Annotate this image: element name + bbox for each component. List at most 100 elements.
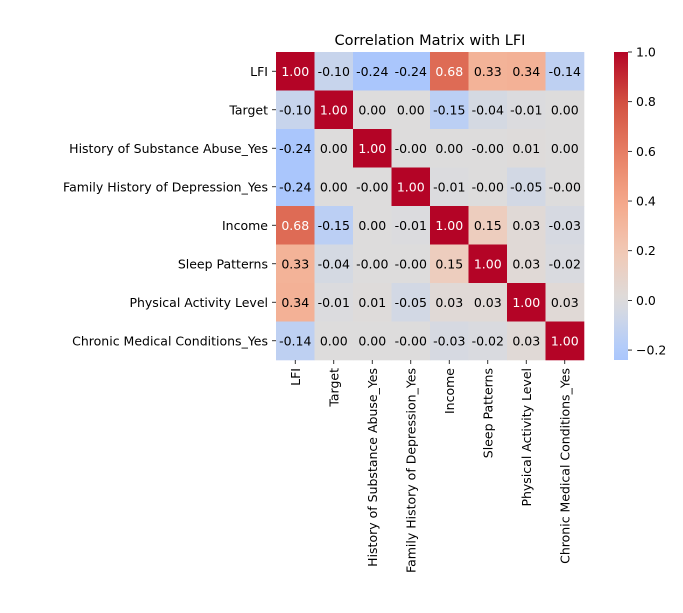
heatmap-cell (545, 52, 585, 91)
y-tick-label: History of Substance Abuse_Yes (69, 141, 268, 156)
cell-value-label: -0.00 (549, 179, 581, 194)
x-tick-label: Physical Activity Level (519, 368, 534, 507)
cell-value-label: -0.00 (395, 256, 427, 271)
cell-value-label: 0.03 (512, 256, 540, 271)
cell-value-label: 0.00 (551, 102, 579, 117)
colorbar-tick-label: 0.6 (636, 144, 656, 159)
cell-value-label: 0.03 (512, 333, 540, 348)
heatmap-cell (545, 321, 585, 361)
cell-value-label: 0.03 (474, 295, 502, 310)
x-tick-label: LFI (288, 368, 303, 386)
heatmap-cell (507, 52, 546, 91)
cell-value-label: 0.68 (435, 64, 463, 79)
cell-value-label: -0.01 (433, 179, 465, 194)
cell-value-label: 0.34 (512, 64, 540, 79)
heatmap-cell (391, 206, 431, 245)
heatmap-cell (353, 90, 392, 130)
cell-value-label: 1.00 (397, 179, 425, 194)
y-tick-label: Physical Activity Level (129, 295, 268, 310)
cell-value-label: -0.00 (395, 141, 427, 156)
heatmap-cell (430, 321, 469, 361)
cell-value-label: -0.04 (318, 256, 350, 271)
x-tick-label: Chronic Medical Conditions_Yes (557, 368, 572, 564)
heatmap-cell (353, 129, 392, 168)
cell-value-label: -0.24 (279, 141, 311, 156)
heatmap-cell (276, 167, 315, 207)
cell-value-label: -0.03 (549, 218, 581, 233)
cell-value-label: 0.03 (512, 218, 540, 233)
cell-value-label: -0.14 (549, 64, 581, 79)
cell-value-label: 0.00 (358, 218, 386, 233)
heatmap-cell (430, 206, 469, 245)
heatmap-cell (468, 90, 508, 130)
heatmap-cell (314, 90, 354, 130)
heatmap-cell (276, 321, 315, 361)
heatmap-cell (353, 206, 392, 245)
cell-value-label: 0.00 (320, 333, 348, 348)
heatmap-cell (545, 206, 585, 245)
heatmap-cell (430, 244, 469, 284)
cell-value-label: -0.04 (472, 102, 504, 117)
cell-value-label: 0.15 (474, 218, 502, 233)
heatmap-cell (391, 244, 431, 284)
heatmap-cell (507, 321, 546, 361)
x-tick-label: Sleep Patterns (480, 368, 495, 458)
heatmap-cell (276, 206, 315, 245)
heatmap-cell (468, 321, 508, 361)
y-axis-ticks: LFI Target History of Substance Abuse_Yes F… (63, 64, 276, 348)
heatmap-cells (276, 52, 585, 361)
heatmap-cell (314, 52, 354, 91)
heatmap-cell (353, 244, 392, 284)
heatmap-cell (276, 52, 315, 91)
cell-value-label: 0.00 (435, 141, 463, 156)
heatmap-cell (391, 321, 431, 361)
cell-value-label: -0.15 (318, 218, 350, 233)
cell-value-label: -0.00 (356, 256, 388, 271)
cell-value-label: 1.00 (474, 256, 502, 271)
heatmap-cell (353, 321, 392, 361)
cell-value-label: 1.00 (435, 218, 463, 233)
chart-title: Correlation Matrix with LFI (335, 33, 526, 49)
heatmap-cell (314, 321, 354, 361)
colorbar-tick-label: 0.0 (636, 293, 656, 308)
cell-value-label: -0.02 (472, 333, 504, 348)
cell-value-label: -0.01 (318, 295, 350, 310)
heatmap-cell (430, 167, 469, 207)
cell-value-label: 1.00 (320, 102, 348, 117)
cell-value-label: -0.24 (356, 64, 388, 79)
cell-value-label: 0.34 (281, 295, 309, 310)
cell-value-label: 0.00 (358, 102, 386, 117)
heatmap-cell (468, 244, 508, 284)
heatmap-cell (545, 129, 585, 168)
heatmap-cell (391, 90, 431, 130)
heatmap-cell (430, 283, 469, 322)
heatmap-cell (545, 90, 585, 130)
cell-value-label: 1.00 (551, 333, 579, 348)
heatmap-cell (507, 129, 546, 168)
heatmap-cell (353, 283, 392, 322)
cell-value-label: 0.33 (281, 256, 309, 271)
y-tick-label: Family History of Depression_Yes (63, 179, 268, 194)
heatmap-cell (545, 283, 585, 322)
heatmap-cell (430, 90, 469, 130)
x-tick-label: Target (326, 368, 341, 408)
cell-value-label: 1.00 (358, 141, 386, 156)
heatmap-cell (391, 129, 431, 168)
cell-value-label: 0.00 (358, 333, 386, 348)
cell-value-label: -0.05 (395, 295, 427, 310)
y-tick-label: Income (222, 218, 268, 233)
heatmap-cell (276, 90, 315, 130)
cell-value-label: -0.05 (510, 179, 542, 194)
heatmap-cell (314, 167, 354, 207)
y-tick-label: Target (228, 102, 268, 117)
heatmap-cell (430, 52, 469, 91)
colorbar: 1.0 0.8 0.6 0.4 0.2 0.0 −0.2 (614, 45, 666, 360)
cell-value-label: -0.03 (433, 333, 465, 348)
cell-value-label: 0.00 (551, 141, 579, 156)
y-tick-label: Chronic Medical Conditions_Yes (72, 333, 268, 348)
cell-value-label: -0.01 (510, 102, 542, 117)
y-tick-label: LFI (250, 64, 268, 79)
heatmap-cell (507, 206, 546, 245)
cell-value-label: 0.03 (435, 295, 463, 310)
